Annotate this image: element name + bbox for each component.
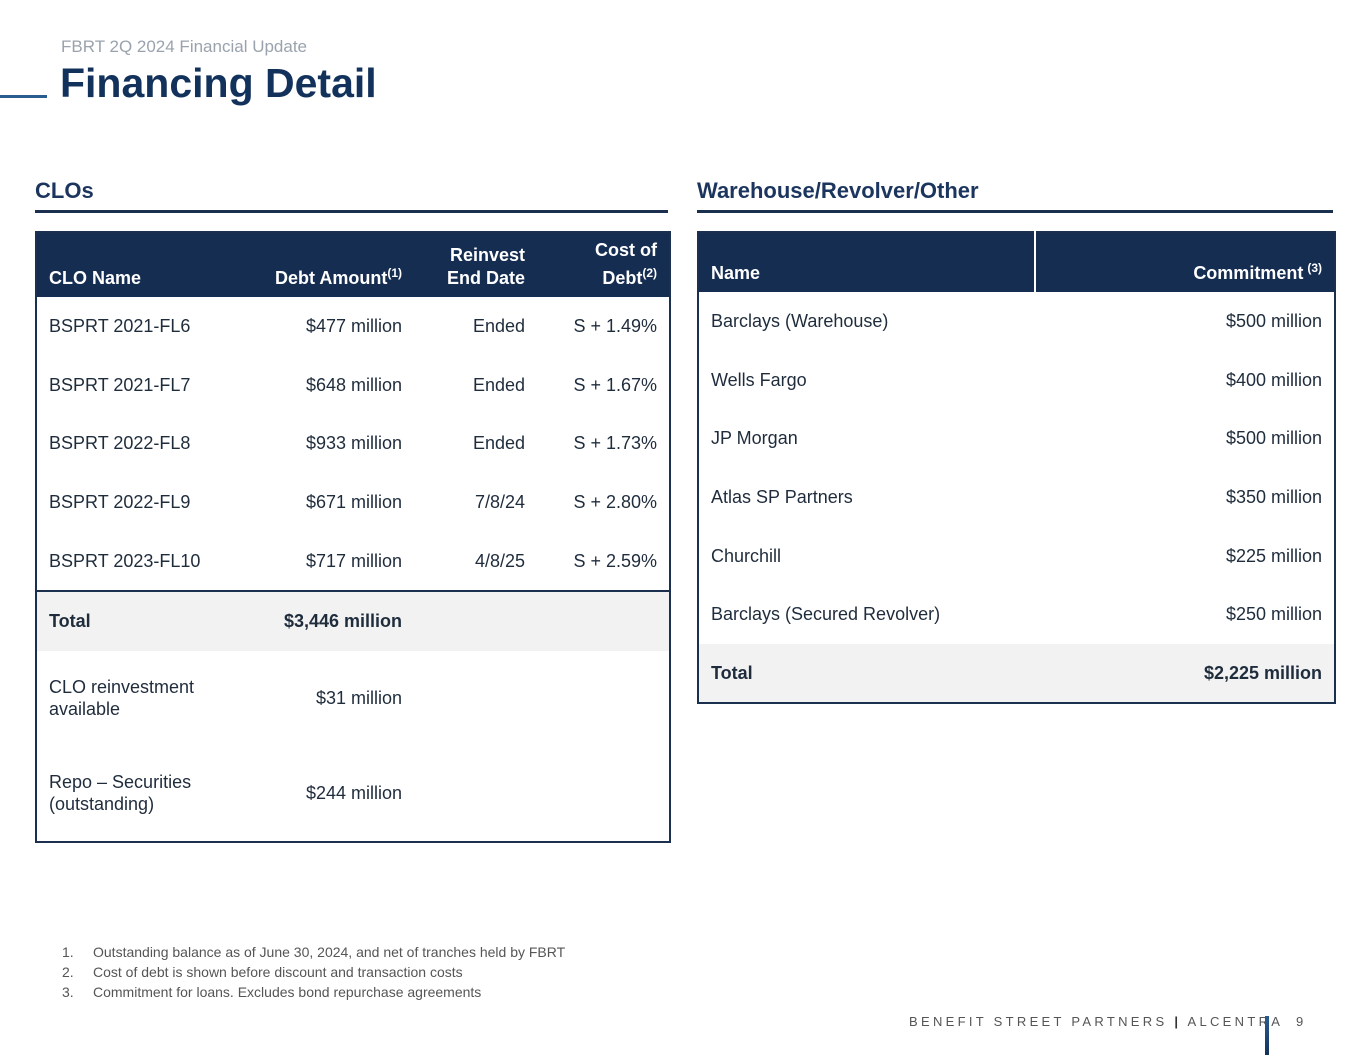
row: Barclays (Secured Revolver) $250 million (698, 585, 1335, 644)
cell: Total (698, 643, 1035, 704)
footnote-ref: (3) (1307, 261, 1322, 275)
cell: $244 million (305, 783, 402, 804)
footnote-ref: (2) (642, 266, 657, 280)
header-label: CLO Name (49, 268, 142, 288)
row: JP Morgan $500 million (698, 409, 1335, 468)
cell: Barclays (Warehouse) (711, 311, 889, 332)
header-label: Name (711, 263, 761, 283)
accent-bar (0, 95, 47, 98)
cell: S + 2.80% (573, 492, 657, 513)
section-heading: Warehouse/Revolver/Other (697, 178, 1333, 213)
row: BSPRT 2022-FL8 $933 million Ended S + 1.73% (36, 414, 670, 473)
cell: JP Morgan (711, 428, 798, 449)
cell: $717 million (305, 550, 402, 571)
row: CLO reinvestment available $31 million (36, 651, 670, 746)
footnote-number: 1. (62, 944, 74, 960)
cell: $225 million (1225, 545, 1322, 566)
cell: S + 1.73% (573, 433, 657, 454)
cell: S + 2.59% (573, 550, 657, 571)
cell: $3,446 million (261, 589, 414, 651)
subtitle: FBRT 2Q 2024 Financial Update (61, 37, 308, 56)
clo-table: CLO Name Debt Amount(1) Reinvest End Date C… (35, 231, 671, 843)
header-row: Name Commitment (3) (698, 232, 1335, 292)
cell: $31 million (315, 688, 402, 709)
cell: $500 million (1225, 428, 1322, 449)
row: BSPRT 2023-FL10 $717 million 4/8/25 S + 2.5… (36, 531, 670, 591)
cell: 4/8/25 (474, 550, 525, 571)
cell: Ended (472, 374, 525, 395)
footer-brand: BENEFIT STREET PARTNERS | ALCENTRA (909, 1014, 1284, 1029)
footnote-number: 3. (62, 984, 74, 1000)
row: Barclays (Warehouse) $500 million (698, 292, 1335, 351)
brand: ALCENTRA (1187, 1014, 1284, 1029)
row: Churchill $225 million (698, 526, 1335, 585)
cell: BSPRT 2023-FL10 (49, 550, 201, 571)
cell: 7/8/24 (474, 492, 525, 513)
row: BSPRT 2021-FL6 $477 million Ended S + 1.49% (36, 297, 670, 356)
cell: Ended (472, 433, 525, 454)
cell: Atlas SP Partners (711, 487, 853, 508)
cell: Wells Fargo (711, 369, 807, 390)
header-label: Cost of Debt (595, 240, 657, 288)
brand: BENEFIT STREET PARTNERS (909, 1014, 1168, 1029)
cell: S + 1.49% (573, 316, 657, 337)
cell: BSPRT 2022-FL9 (49, 492, 191, 513)
cell: $350 million (1225, 487, 1322, 508)
cell: BSPRT 2021-FL6 (49, 316, 191, 337)
header-label: Reinvest End Date (446, 245, 525, 288)
title: Financing Detail (60, 60, 377, 106)
header-cell: Reinvest End Date (414, 232, 537, 297)
cell: $500 million (1225, 311, 1322, 332)
header-label: Commitment (1193, 263, 1304, 283)
cell: S + 1.67% (573, 374, 657, 395)
cell: $648 million (305, 374, 402, 395)
section-heading: CLOs (35, 178, 668, 213)
header-row: CLO Name Debt Amount(1) Reinvest End Date C… (36, 232, 670, 297)
footnote-number: 2. (62, 964, 74, 980)
cell (414, 746, 537, 842)
cell (537, 589, 670, 651)
row: BSPRT 2022-FL9 $671 million 7/8/24 S + 2.80… (36, 473, 670, 532)
cell: Churchill (711, 545, 782, 566)
row: Total $3,446 million (36, 589, 670, 651)
header-cell: Cost of Debt(2) (537, 232, 670, 297)
row: Repo – Securities (outstanding) $244 mill… (36, 746, 670, 842)
cell: $2,225 million (1035, 643, 1335, 704)
footnote-ref: (1) (387, 266, 402, 280)
header-cell: Commitment (3) (1035, 232, 1335, 292)
row: Total $2,225 million (698, 643, 1335, 704)
row: BSPRT 2021-FL7 $648 million Ended S + 1.67% (36, 356, 670, 415)
cell: Repo – Securities (outstanding) (49, 772, 192, 815)
cell: Total (36, 589, 261, 651)
cell: $477 million (305, 316, 402, 337)
cell: $250 million (1225, 604, 1322, 625)
header-cell: CLO Name (36, 232, 261, 297)
cell (537, 651, 670, 746)
footnote-text: Commitment for loans. Excludes bond repu… (93, 984, 482, 1000)
footnote-text: Cost of debt is shown before discount an… (93, 964, 463, 980)
footnote-text: Outstanding balance as of June 30, 2024,… (93, 944, 566, 960)
row: Atlas SP Partners $350 million (698, 468, 1335, 527)
cell: $671 million (305, 492, 402, 513)
warehouse-table: Name Commitment (3) Barclays (Warehouse) $50… (697, 231, 1336, 705)
header-cell: Debt Amount(1) (261, 232, 414, 297)
page-number: 9 (1296, 1014, 1304, 1029)
cell: Barclays (Secured Revolver) (711, 604, 941, 625)
cell: CLO reinvestment available (49, 677, 195, 720)
cell (414, 651, 537, 746)
cell: $400 million (1225, 369, 1322, 390)
header-cell: Name (698, 232, 1036, 292)
cell: Ended (472, 316, 525, 337)
cell: BSPRT 2021-FL7 (49, 374, 191, 395)
cell: $933 million (305, 433, 402, 454)
row: Wells Fargo $400 million (698, 351, 1335, 410)
footer-bar (1265, 1016, 1269, 1055)
cell: BSPRT 2022-FL8 (49, 433, 191, 454)
cell (414, 589, 537, 651)
cell (537, 746, 670, 842)
header-label: Debt Amount (275, 268, 388, 288)
